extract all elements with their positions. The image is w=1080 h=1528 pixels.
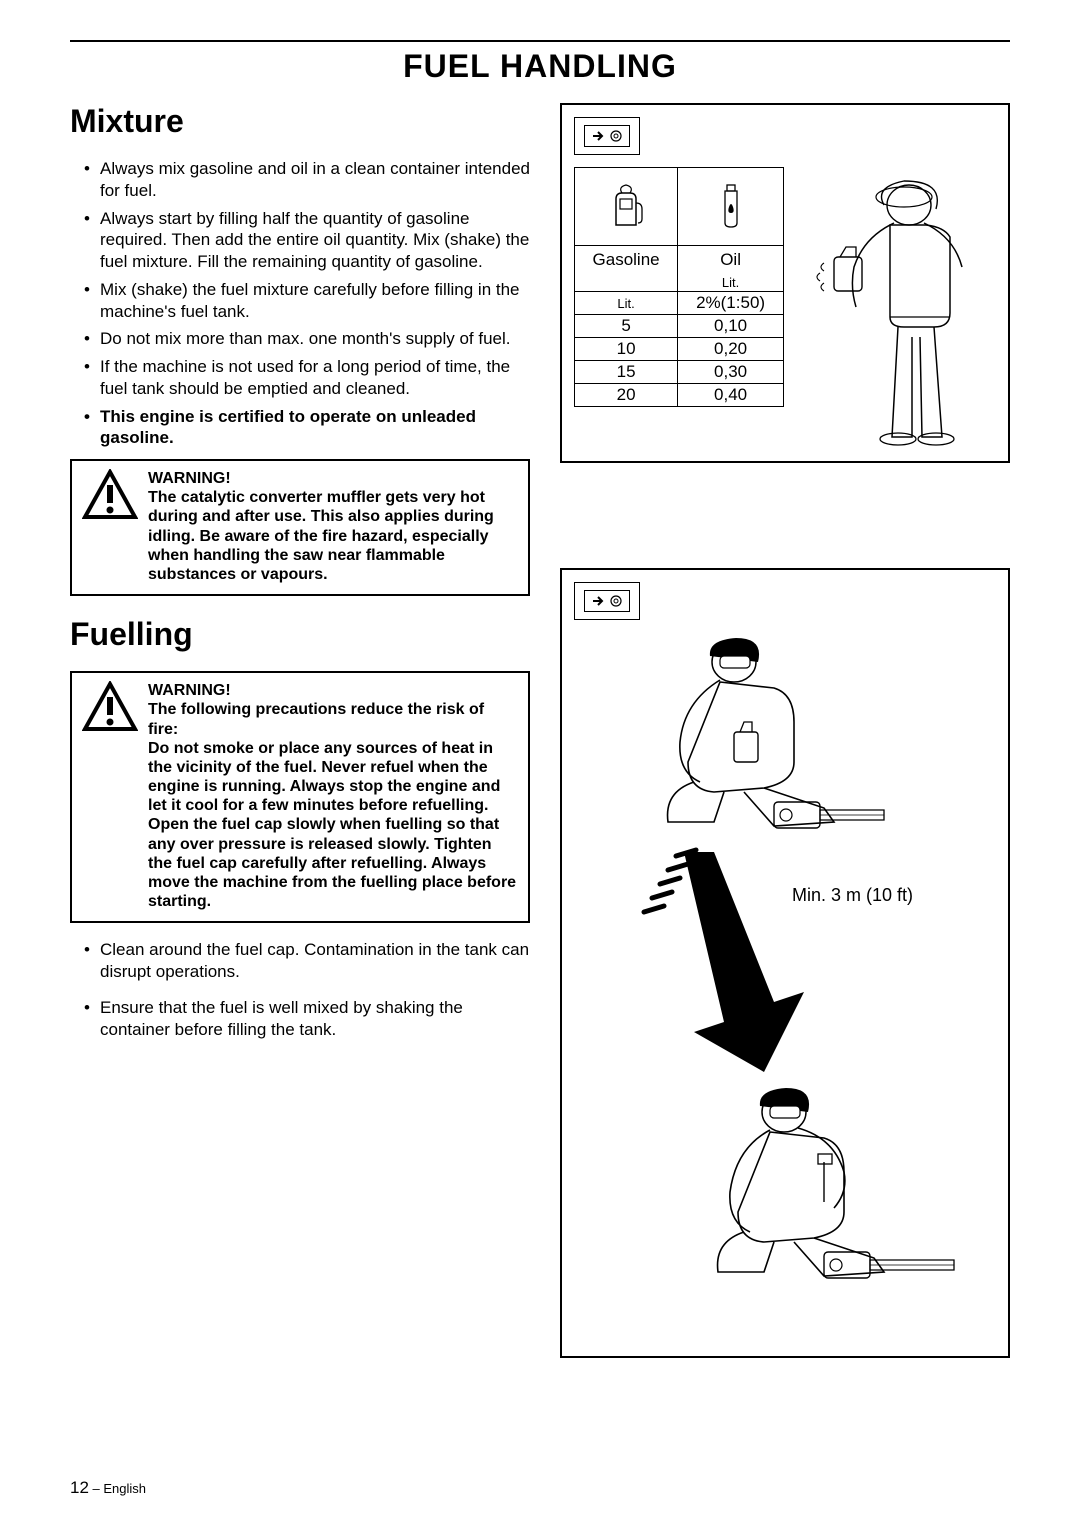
fuelling-sequence-illustration xyxy=(574,632,994,1352)
page-number: 12 xyxy=(70,1478,89,1497)
fuelling-bullet: Ensure that the fuel is well mixed by sh… xyxy=(88,997,530,1041)
person-shaking-illustration xyxy=(794,167,996,452)
warning-title: WARNING! xyxy=(148,469,518,488)
mixture-bullet: Mix (shake) the fuel mixture carefully b… xyxy=(88,279,530,323)
mixture-bullet: Always start by filling half the quantit… xyxy=(88,208,530,273)
mixture-heading: Mixture xyxy=(70,103,530,140)
arrow-right-icon xyxy=(592,594,606,608)
table-cell: 20 xyxy=(575,384,678,407)
table-cell: 0,30 xyxy=(678,361,784,384)
mixture-table: Gasoline Oil Lit. Lit. 2%(1:50) xyxy=(574,167,784,407)
gear-icon xyxy=(609,594,623,608)
warning-body: The catalytic converter muffler gets ver… xyxy=(148,488,518,584)
gear-icon xyxy=(609,129,623,143)
fuel-pump-icon xyxy=(575,168,678,246)
table-cell: 15 xyxy=(575,361,678,384)
table-cell: 0,20 xyxy=(678,338,784,361)
warning-title: WARNING! xyxy=(148,681,518,700)
mixture-bullet: This engine is certified to operate on u… xyxy=(88,406,530,450)
mixture-bullet: If the machine is not used for a long pe… xyxy=(88,356,530,400)
page-footer: 12 – English xyxy=(70,1478,146,1498)
mixture-bullet: Do not mix more than max. one month's su… xyxy=(88,328,530,350)
page-title: FUEL HANDLING xyxy=(70,48,1010,85)
warning-icon xyxy=(82,469,138,521)
fuelling-list: Clean around the fuel cap. Contamination… xyxy=(70,939,530,1040)
fuelling-figure: Min. 3 m (10 ft) xyxy=(560,568,1010,1358)
table-cell: 0,40 xyxy=(678,384,784,407)
mixture-bullet: Always mix gasoline and oil in a clean c… xyxy=(88,158,530,202)
footer-lang: – English xyxy=(89,1481,146,1496)
warning-icon xyxy=(82,681,138,733)
warning-box-2: WARNING! The following precautions reduc… xyxy=(70,671,530,923)
oil-bottle-icon xyxy=(678,168,784,246)
mixture-list: Always mix gasoline and oil in a clean c… xyxy=(70,158,530,449)
table-cell: 5 xyxy=(575,315,678,338)
oil-ratio-header: 2%(1:50) xyxy=(678,292,784,315)
mixture-figure: Gasoline Oil Lit. Lit. 2%(1:50) xyxy=(560,103,1010,463)
warning-box-1: WARNING! The catalytic converter muffler… xyxy=(70,459,530,596)
fuelling-bullet: Clean around the fuel cap. Contamination… xyxy=(88,939,530,983)
fuelling-heading: Fuelling xyxy=(70,616,530,653)
warning-body: The following precautions reduce the ris… xyxy=(148,700,518,911)
oil-label: Oil xyxy=(678,246,784,272)
lit-label: Lit. xyxy=(575,292,678,315)
table-cell: 10 xyxy=(575,338,678,361)
gasoline-label: Gasoline xyxy=(575,246,678,272)
fuel-cap-icon xyxy=(574,117,640,155)
min-distance-label: Min. 3 m (10 ft) xyxy=(792,885,913,906)
fuel-cap-icon xyxy=(574,582,640,620)
arrow-right-icon xyxy=(592,129,606,143)
lit-label: Lit. xyxy=(678,271,784,292)
table-cell: 0,10 xyxy=(678,315,784,338)
